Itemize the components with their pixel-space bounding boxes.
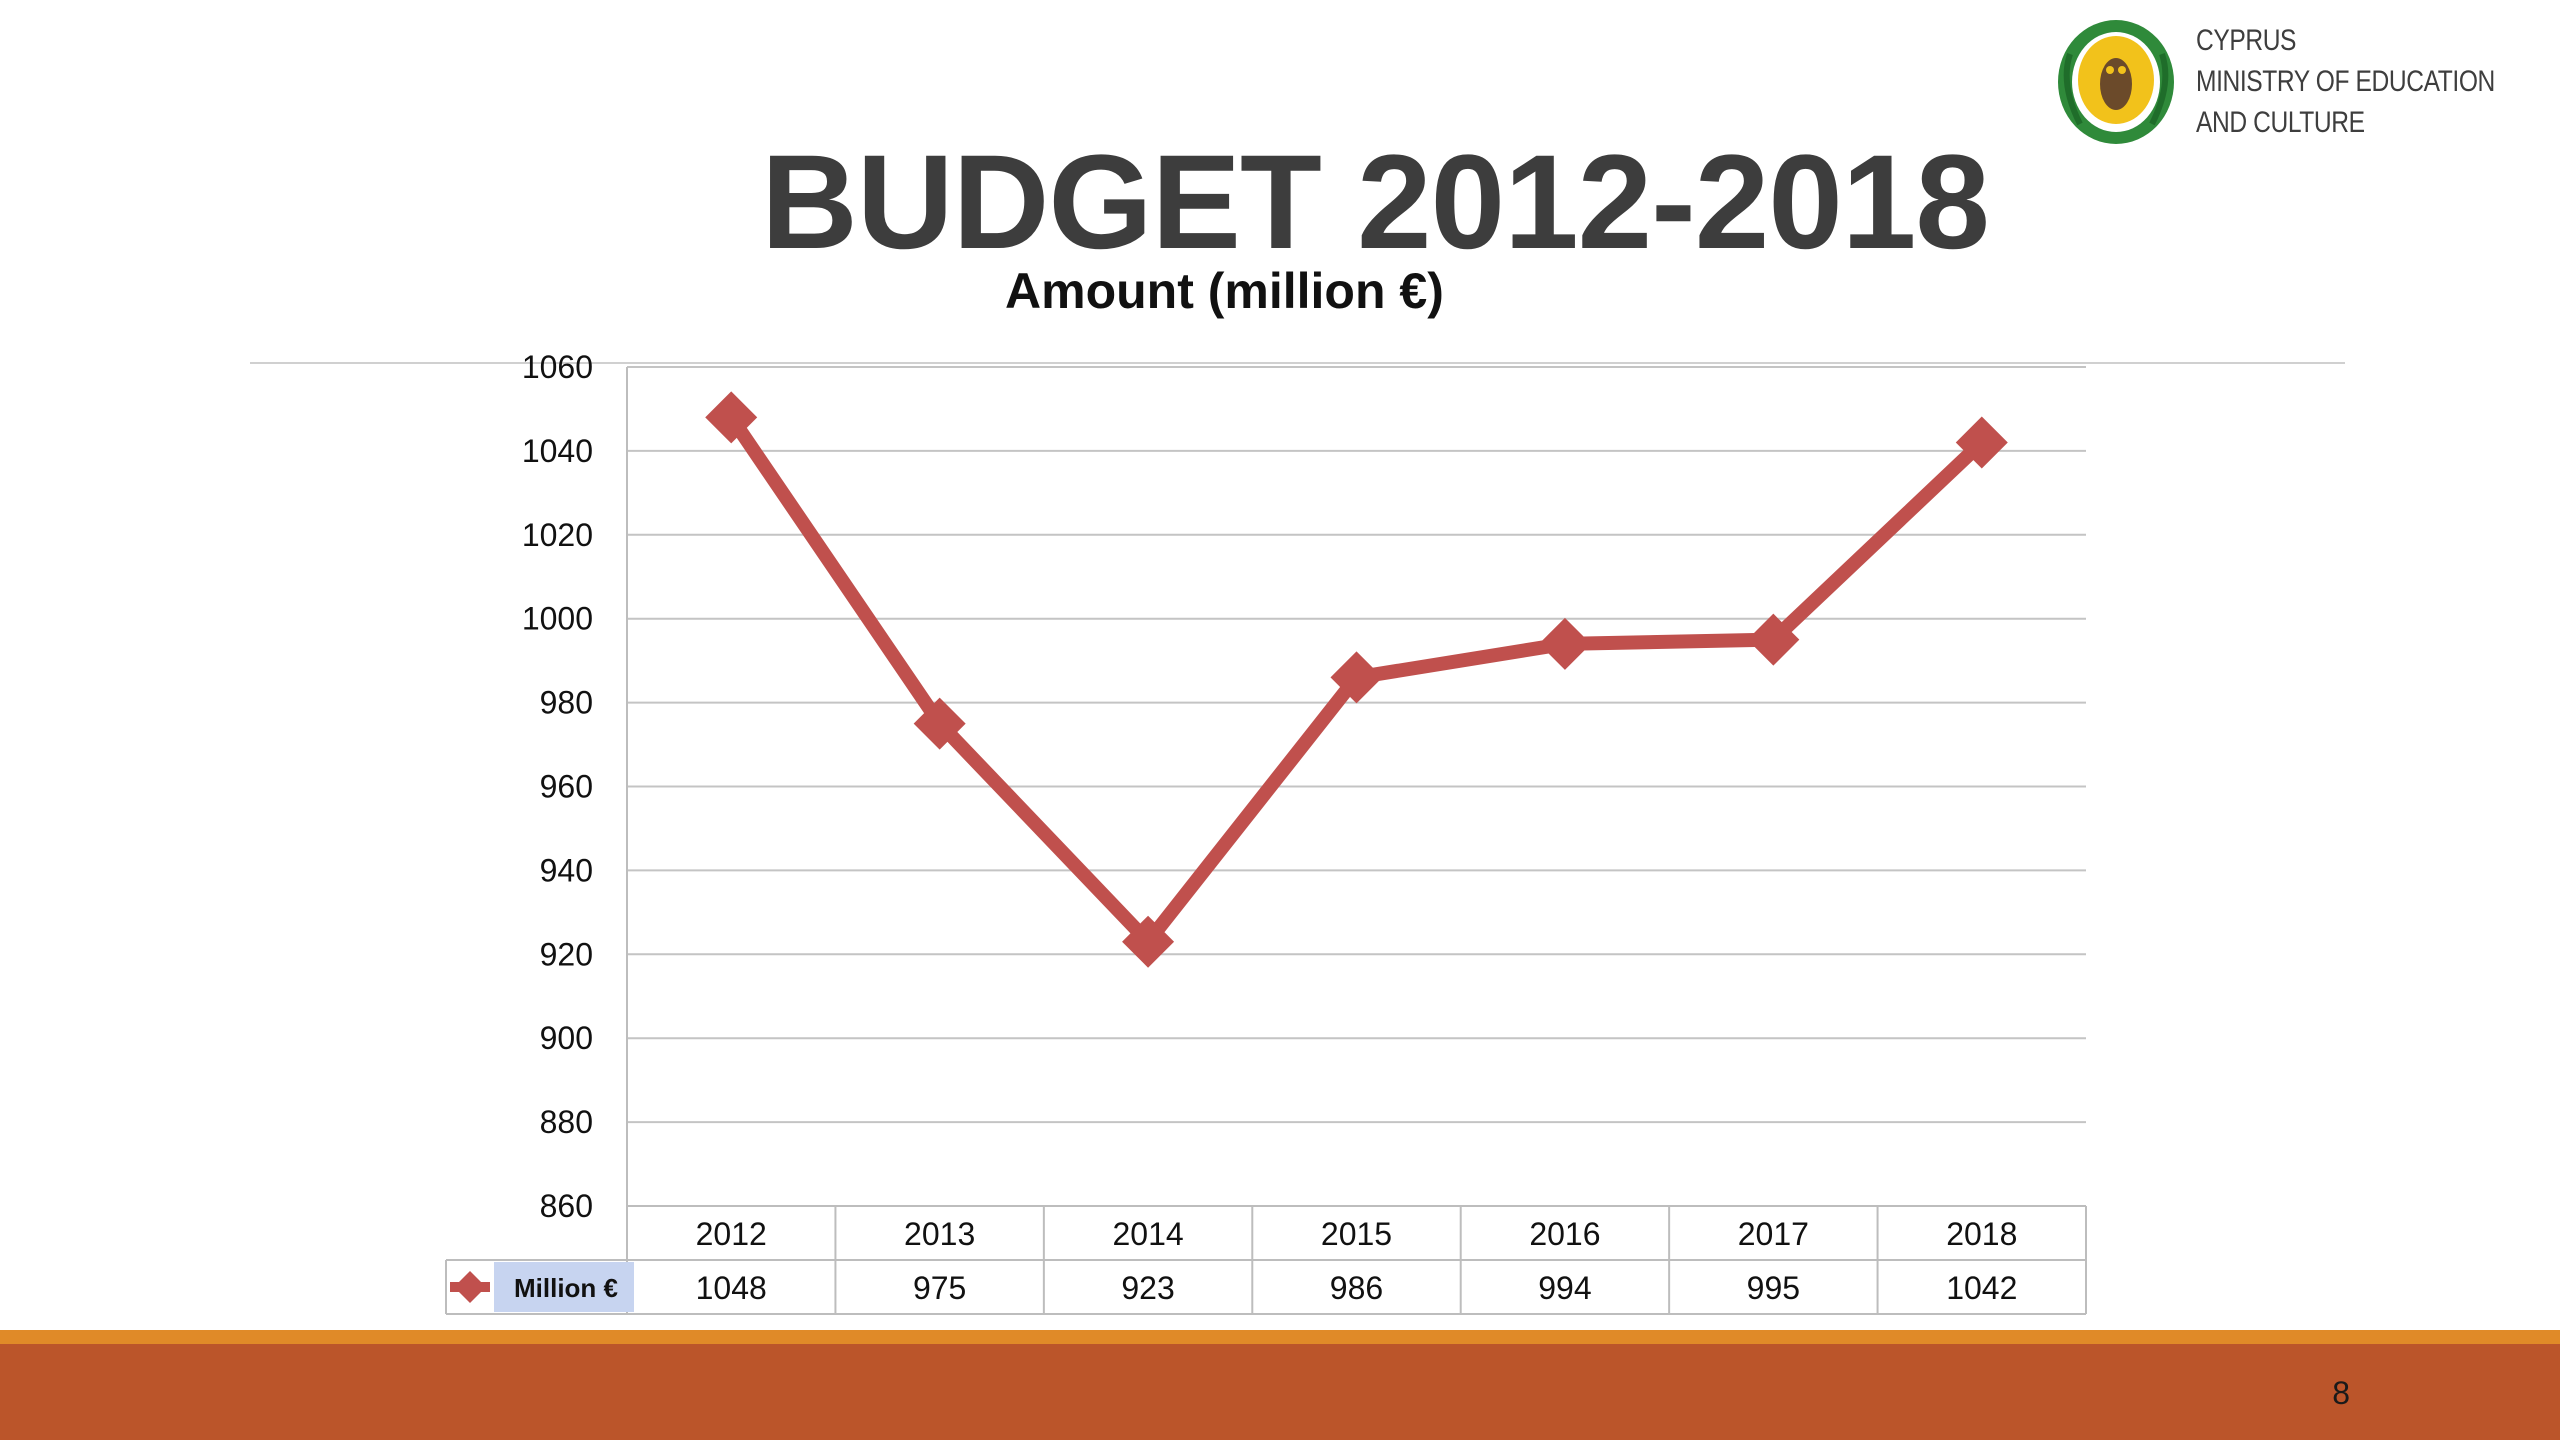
data-label: 1042 [1946, 1270, 2017, 1306]
data-point [913, 697, 966, 750]
x-tick-label: 2016 [1529, 1216, 1600, 1252]
legend-series-name: Million € [514, 1273, 618, 1303]
data-label: 986 [1330, 1270, 1383, 1306]
data-label: 923 [1121, 1270, 1174, 1306]
y-tick-label: 1040 [522, 433, 593, 469]
y-tick-label: 880 [540, 1104, 593, 1140]
y-tick-label: 1020 [522, 517, 593, 553]
x-tick-label: 2013 [904, 1216, 975, 1252]
chart-title: Amount (million €) [1005, 263, 1444, 319]
slide-title: BUDGET 2012-2018 [761, 128, 1990, 277]
data-point [1330, 651, 1383, 704]
data-point [705, 391, 758, 444]
data-point [1955, 416, 2008, 469]
y-tick-label: 1060 [522, 349, 593, 385]
legend-marker [454, 1271, 486, 1303]
data-label: 994 [1538, 1270, 1591, 1306]
x-tick-label: 2014 [1112, 1216, 1183, 1252]
line-chart: 1060 1040 1020 1000 980 960 940 920 900 880 860 Mil… [445, 349, 2087, 1315]
ministry-line-1: CYPRUS [2196, 24, 2297, 57]
y-tick-label: 1000 [522, 601, 593, 637]
footer-stripe [0, 1330, 2560, 1344]
data-label: 1048 [696, 1270, 767, 1306]
cyprus-owl-emblem-icon [2058, 20, 2174, 144]
data-point [1747, 613, 1800, 666]
x-tick-label: 2015 [1321, 1216, 1392, 1252]
x-tick-label: 2017 [1738, 1216, 1809, 1252]
divider-line [250, 362, 2345, 364]
footer-bar [0, 1344, 2560, 1440]
y-tick-label: 860 [540, 1188, 593, 1224]
data-label: 995 [1747, 1270, 1800, 1306]
y-tick-label: 960 [540, 769, 593, 805]
page-number: 8 [2332, 1375, 2350, 1411]
data-label: 975 [913, 1270, 966, 1306]
y-tick-label: 920 [540, 936, 593, 972]
x-tick-label: 2018 [1946, 1216, 2017, 1252]
y-tick-label: 900 [540, 1020, 593, 1056]
data-point [1538, 617, 1591, 670]
ministry-line-3: AND CULTURE [2196, 106, 2365, 139]
legend-label-bg [494, 1262, 634, 1312]
data-point [1122, 915, 1175, 968]
y-tick-label: 940 [540, 852, 593, 888]
y-tick-label: 980 [540, 685, 593, 721]
x-tick-label: 2012 [696, 1216, 767, 1252]
